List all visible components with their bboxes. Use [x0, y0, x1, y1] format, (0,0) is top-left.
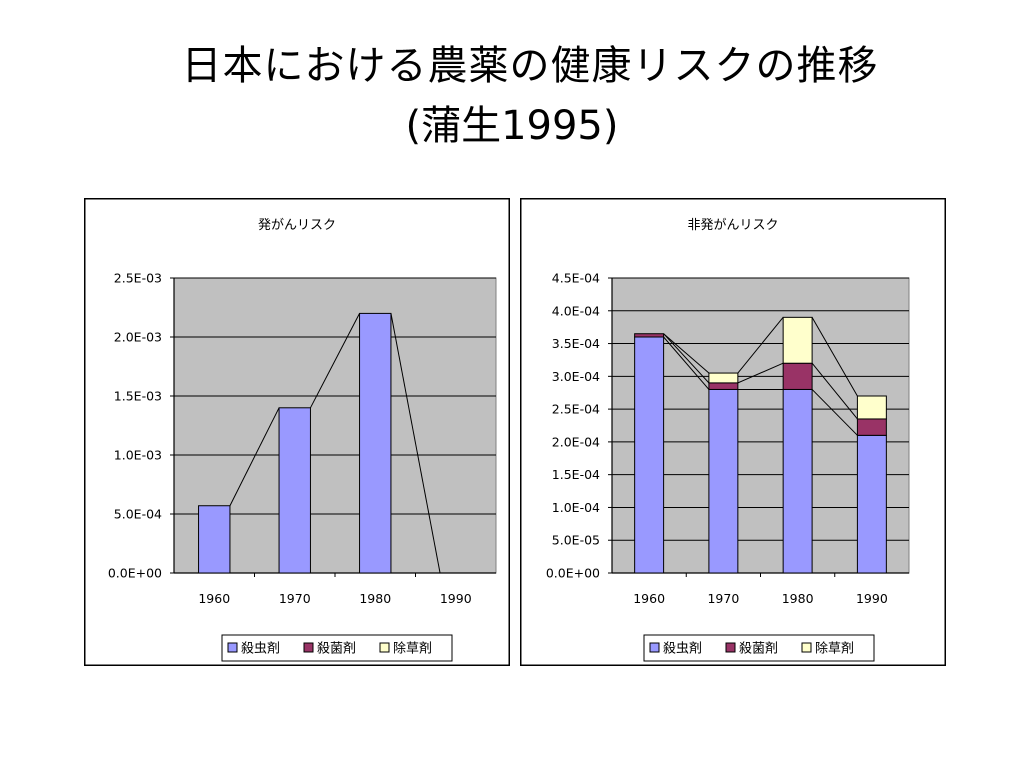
x-tick-label-1960: 1960	[633, 591, 665, 606]
y-tick-label: 5.0E-05	[552, 533, 600, 548]
legend-swatch-insecticide	[649, 642, 660, 653]
legend: 殺虫剤 殺菌剤 除草剤	[643, 634, 875, 662]
series-line	[663, 336, 710, 390]
bar-fungicide-1970	[708, 382, 739, 390]
series-line	[390, 313, 441, 574]
bar-insecticide-1960	[634, 336, 665, 574]
legend-swatch-herbicide	[801, 642, 812, 653]
legend-label-herbicide: 除草剤	[815, 641, 854, 657]
x-tick-label-1980: 1980	[359, 591, 391, 606]
bar-insecticide-1960	[198, 505, 231, 574]
y-tick-label: 2.0E-04	[552, 434, 600, 449]
series-line	[663, 333, 710, 374]
legend-label-insecticide: 殺虫剤	[241, 641, 280, 657]
y-tick-label: 3.0E-04	[552, 369, 600, 384]
legend-box	[643, 634, 875, 662]
y-tick-label: 1.0E-04	[552, 500, 600, 515]
legend-label-fungicide: 殺菌剤	[317, 641, 356, 657]
series-line	[811, 389, 858, 436]
bar-insecticide-1980	[782, 388, 813, 574]
carcinogenic-risk-chart: 発がんリスク 0.0E+00 5.0E-04 1.0E-03 1.5E-03 2.0E-0…	[84, 198, 510, 666]
bar-fungicide-1990	[856, 418, 887, 436]
legend-swatch-herbicide	[379, 642, 390, 653]
series-line	[811, 317, 858, 397]
legend-swatch-insecticide	[227, 642, 238, 653]
y-tick-label: 2.0E-03	[114, 330, 162, 345]
non-carcinogenic-risk-chart: 非発がんリスク 0.0E+00 5.0E-05 1.0E-04 1.5E-04 2.0E-…	[520, 198, 946, 666]
y-tick-label: 1.5E-03	[114, 389, 162, 404]
bar-insecticide-1970	[278, 407, 311, 574]
bar-fungicide-1960	[634, 333, 665, 338]
x-tick-label-1990: 1990	[440, 591, 472, 606]
legend-box	[221, 634, 453, 662]
legend-label-herbicide: 除草剤	[393, 641, 432, 657]
legend-label-fungicide: 殺菌剤	[739, 641, 778, 657]
bar-insecticide-1980	[359, 312, 392, 574]
y-tick-label: 2.5E-03	[114, 271, 162, 286]
x-tick-label-1980: 1980	[782, 591, 814, 606]
bar-herbicide-1970	[708, 372, 739, 384]
legend-swatch-fungicide	[303, 642, 314, 653]
x-tick-label-1990: 1990	[856, 591, 888, 606]
series-line	[310, 313, 360, 409]
series-line	[737, 317, 784, 374]
chart-title: 発がんリスク	[258, 218, 336, 233]
y-tick-label: 2.5E-04	[552, 402, 600, 417]
slide-subtitle: (蒲生1995)	[405, 103, 619, 149]
series-line	[663, 333, 710, 384]
bar-herbicide-1980	[782, 316, 813, 364]
legend-label-insecticide: 殺虫剤	[663, 641, 702, 657]
y-tick-label: 1.5E-04	[552, 467, 600, 482]
x-tick-label-1960: 1960	[198, 591, 230, 606]
x-tick-label-1970: 1970	[707, 591, 739, 606]
slide-title: 日本における農薬の健康リスクの推移	[181, 43, 879, 89]
bar-insecticide-1970	[708, 388, 739, 574]
x-tick-label-1970: 1970	[279, 591, 311, 606]
bar-herbicide-1990	[856, 395, 887, 420]
legend: 殺虫剤 殺菌剤 除草剤	[221, 634, 453, 662]
bar-insecticide-1990	[856, 434, 887, 574]
y-tick-label: 5.0E-04	[114, 507, 162, 522]
series-line	[229, 407, 280, 506]
y-tick-label: 3.5E-04	[552, 336, 600, 351]
bar-fungicide-1980	[782, 362, 813, 390]
series-line	[811, 362, 858, 420]
series-line	[737, 362, 784, 384]
legend-swatch-fungicide	[725, 642, 736, 653]
y-tick-label: 4.5E-04	[552, 271, 600, 286]
y-tick-label: 0.0E+00	[108, 566, 162, 581]
y-tick-label: 4.0E-04	[552, 303, 600, 318]
y-tick-label: 1.0E-03	[114, 448, 162, 463]
chart-title: 非発がんリスク	[687, 218, 778, 233]
y-tick-label: 0.0E+00	[546, 566, 600, 581]
